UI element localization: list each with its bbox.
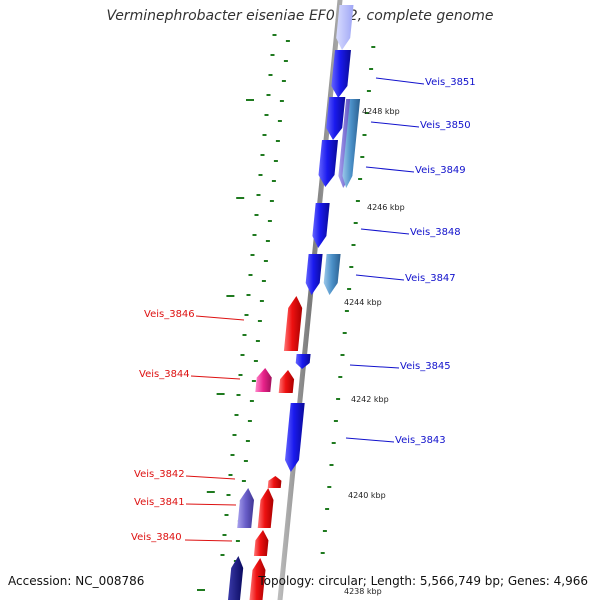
gene-arrow — [267, 476, 282, 488]
backbone-layer — [277, 0, 343, 600]
genome-title: Verminephrobacter eiseniae EF01-2, compl… — [106, 8, 494, 24]
accession-text: Accession: NC_008786 — [8, 574, 145, 588]
gene-arrow — [285, 403, 305, 472]
gene-arrow — [283, 296, 303, 351]
kbp-tick-label: 4240 kbp — [348, 491, 386, 500]
gene-label-leader — [185, 503, 237, 506]
gene-arrow — [318, 140, 338, 187]
gene-label-leader — [370, 121, 420, 128]
gene-label-leader — [349, 364, 400, 369]
gene-label[interactable]: Veis_3840 — [131, 532, 182, 543]
gene-label-leader — [190, 375, 241, 380]
kbp-tick-label: 4248 kbp — [362, 107, 400, 116]
genome-backbone — [277, 0, 343, 600]
kbp-tick-label: 4238 kbp — [344, 587, 382, 596]
genes-layer — [228, 5, 361, 600]
gene-label[interactable]: Veis_3842 — [134, 469, 185, 480]
gene-arrow — [253, 530, 269, 556]
gene-arrow — [255, 368, 272, 392]
gene-label-leader — [345, 437, 395, 443]
topology-text: Topology: circular; Length: 5,566,749 bp… — [258, 574, 588, 588]
gene-arrow — [278, 370, 295, 393]
gene-label[interactable]: Veis_3848 — [410, 227, 461, 238]
gene-arrow — [342, 99, 361, 188]
gene-label[interactable]: Veis_3850 — [420, 120, 471, 131]
gene-label-leader — [355, 274, 405, 281]
gene-arrow — [249, 558, 266, 600]
kbp-tick-label: 4242 kbp — [351, 395, 389, 404]
gene-label[interactable]: Veis_3841 — [134, 497, 185, 508]
gene-label[interactable]: Veis_3845 — [400, 361, 451, 372]
gene-label[interactable]: Veis_3849 — [415, 165, 466, 176]
gene-arrow — [237, 488, 254, 528]
gene-label-leader — [185, 475, 236, 480]
kbp-tick-label: 4244 kbp — [344, 298, 382, 307]
gene-arrow — [257, 488, 274, 528]
gene-arrow — [228, 556, 244, 600]
gene-label[interactable]: Veis_3844 — [139, 369, 190, 380]
gene-label-leader — [184, 539, 233, 542]
gene-label[interactable]: Veis_3847 — [405, 273, 456, 284]
gene-arrow — [295, 354, 311, 369]
kbp-tick-label: 4246 kbp — [367, 203, 405, 212]
gene-label[interactable]: Veis_3843 — [395, 435, 446, 446]
gene-label[interactable]: Veis_3851 — [425, 77, 476, 88]
gene-arrow — [326, 97, 346, 140]
gene-arrow — [305, 254, 323, 295]
gene-label-leader — [365, 166, 415, 173]
gene-arrow — [336, 5, 354, 50]
gene-arrow — [331, 50, 351, 98]
gene-arrow — [312, 203, 330, 248]
gene-label[interactable]: Veis_3846 — [144, 309, 195, 320]
gene-arrow — [323, 254, 341, 295]
gene-label-leader — [375, 77, 425, 85]
label-leaders-layer — [184, 77, 425, 542]
tick-marks-layer — [197, 34, 376, 591]
gene-label-leader — [360, 228, 410, 235]
gene-label-leader — [195, 315, 245, 321]
